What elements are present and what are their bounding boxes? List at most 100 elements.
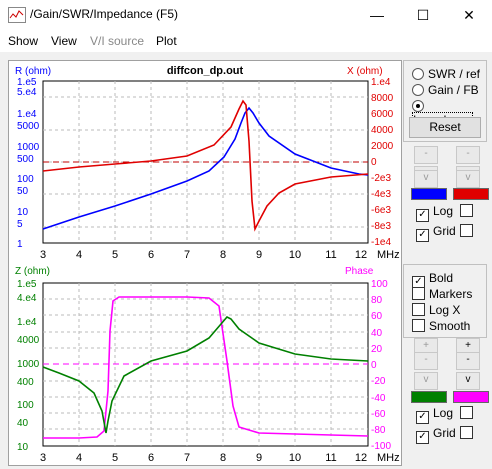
tick: 1.e4	[17, 317, 37, 328]
checkbox-box	[460, 406, 473, 419]
window-title: /Gain/SWR/Impedance (F5)	[30, 7, 179, 21]
plot2-left-ticks: 1.e5 4.e4 1.e4 4000 1000 400 100 40 10	[17, 279, 40, 453]
radio-swr[interactable]: SWR / ref	[412, 67, 480, 81]
p2-log-checkbox[interactable]: ✓ Log	[416, 406, 453, 424]
tick: 100	[371, 279, 388, 290]
p1-left-color-swatch[interactable]	[411, 188, 447, 200]
p1-log-right-checkbox[interactable]	[460, 204, 477, 218]
plot1-x-ticks: 3 4 5 6 7 8 9 10 11 12	[40, 249, 367, 261]
tick: -2e3	[371, 173, 391, 184]
p1-left-up-button[interactable]: -	[414, 146, 438, 164]
tick: -60	[371, 409, 386, 420]
plot1-right-label: X (ohm)	[347, 66, 383, 77]
tick: 2000	[371, 141, 394, 152]
p1-grid-checkbox[interactable]: ✓ Grid	[416, 224, 456, 242]
p2-grid-checkbox[interactable]: ✓ Grid	[416, 426, 456, 444]
tick: 1.e5	[17, 77, 37, 88]
checkbox-label: Grid	[433, 426, 456, 440]
plot2-right-label: Phase	[345, 266, 374, 277]
radio-gain[interactable]: Gain / FB	[412, 83, 479, 97]
tick: 1.e4	[17, 109, 37, 120]
r-curve	[42, 106, 369, 230]
p2-grid-right-checkbox[interactable]	[460, 426, 477, 440]
menu-bar: Show View V/I source Plot	[0, 30, 492, 52]
smooth-checkbox[interactable]: Smooth	[412, 319, 470, 333]
tick: 100	[17, 174, 34, 185]
p1-left-down-button[interactable]: v	[414, 170, 438, 188]
p2-right-color-swatch[interactable]	[453, 391, 489, 403]
menu-show[interactable]: Show	[8, 34, 39, 48]
tick: 10	[289, 249, 301, 261]
tick: 5000	[17, 121, 40, 132]
tick: 0	[371, 360, 377, 371]
checkbox-box	[412, 303, 425, 316]
p2-left-minus-button[interactable]: -	[414, 352, 438, 370]
tick: 5	[112, 452, 118, 464]
tick: 1000	[17, 359, 40, 370]
tick: 6	[148, 452, 154, 464]
tick: 50	[17, 186, 29, 197]
tick: -8e3	[371, 221, 391, 232]
maximize-button[interactable]: ☐	[416, 7, 430, 23]
p1-right-up-button[interactable]: -	[456, 146, 480, 164]
tick: 6	[148, 249, 154, 261]
p2-left-plus-button[interactable]: +	[414, 338, 438, 356]
minimize-button[interactable]: —	[370, 7, 384, 23]
logx-checkbox[interactable]: Log X	[412, 303, 460, 317]
p1-right-color-swatch[interactable]	[453, 188, 489, 200]
p2-left-down-button[interactable]: v	[414, 372, 438, 390]
close-button[interactable]: ✕	[463, 7, 475, 23]
phase-curve	[43, 296, 369, 439]
tick: 5	[112, 249, 118, 261]
tick: 60	[371, 311, 383, 322]
tick: 1	[17, 239, 23, 250]
app-icon	[8, 7, 26, 23]
tick: 400	[17, 377, 34, 388]
plot2-x-unit: MHz	[377, 452, 400, 464]
checkbox-label: Log	[433, 204, 454, 218]
tick: -4e3	[371, 189, 391, 200]
checkbox-label: Markers	[429, 287, 473, 301]
tick: 4.e4	[17, 293, 37, 304]
tick: 3	[40, 452, 46, 464]
menu-vi-source[interactable]: V/I source	[90, 34, 145, 48]
tick: 10	[289, 452, 301, 464]
p1-grid-right-checkbox[interactable]	[460, 224, 477, 238]
tick: 12	[355, 452, 367, 464]
plot2-left-label: Z (ohm)	[15, 266, 50, 277]
checkbox-box: ✓	[412, 276, 425, 289]
tick: 8	[220, 452, 226, 464]
tick: 5	[17, 219, 23, 230]
tick: 4	[76, 249, 82, 261]
p1-right-down-button[interactable]: v	[456, 170, 480, 188]
checkbox-label: Grid	[433, 224, 456, 238]
checkbox-label: Smooth	[429, 319, 471, 333]
checkbox-box	[460, 204, 473, 217]
checkbox-box: ✓	[416, 431, 429, 444]
p2-left-color-swatch[interactable]	[411, 391, 447, 403]
plot1-x-unit: MHz	[377, 249, 400, 261]
p2-right-down-button[interactable]: v	[456, 372, 480, 390]
checkbox-label: Log X	[429, 303, 461, 317]
checkbox-box: ✓	[416, 411, 429, 424]
p2-log-right-checkbox[interactable]	[460, 406, 477, 420]
tick: 1000	[17, 142, 40, 153]
tick: -100	[371, 441, 391, 452]
plot-frame: diffcon_dp.out R (ohm) X (ohm) 1.e5 5.e4…	[8, 60, 402, 466]
tick: 4000	[371, 125, 394, 136]
tick: -1e4	[371, 237, 391, 248]
menu-plot[interactable]: Plot	[156, 34, 177, 48]
p2-right-minus-button[interactable]: -	[456, 352, 480, 370]
menu-view[interactable]: View	[51, 34, 77, 48]
tick: 1.e4	[371, 77, 391, 88]
tick: -40	[371, 393, 386, 404]
bold-checkbox[interactable]: ✓ Bold	[412, 271, 453, 289]
reset-button[interactable]: Reset	[409, 117, 481, 138]
tick: 12	[355, 249, 367, 261]
tick: 0	[371, 157, 377, 168]
tick: 500	[17, 154, 34, 165]
markers-checkbox[interactable]: Markers	[412, 287, 472, 301]
radio-dot	[412, 84, 424, 96]
tick: 11	[325, 452, 336, 464]
p1-log-checkbox[interactable]: ✓ Log	[416, 204, 453, 222]
